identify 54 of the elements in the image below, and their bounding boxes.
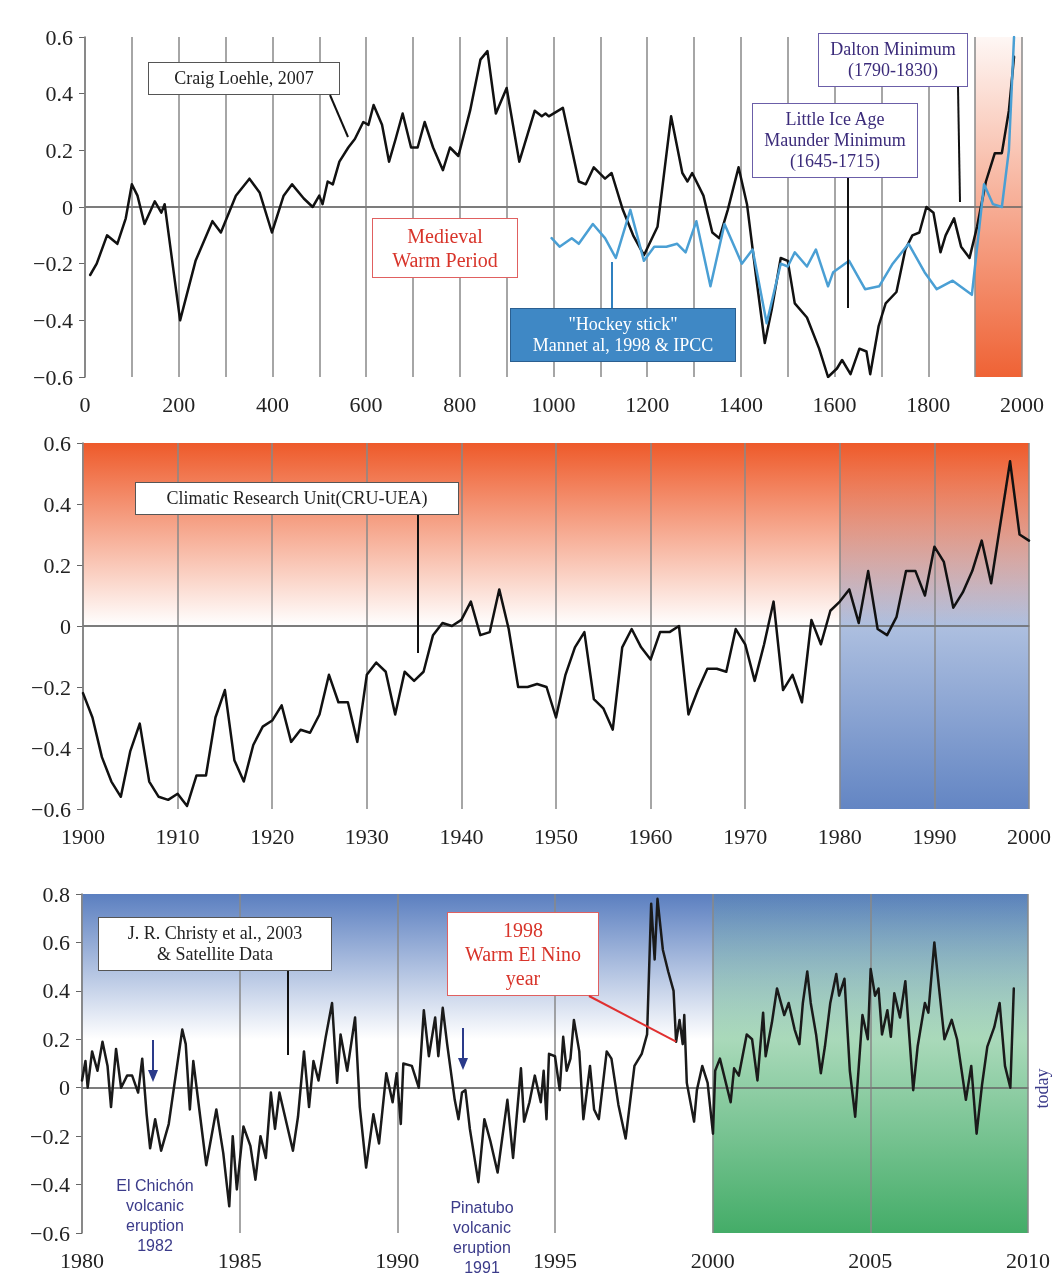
y-tick-label: 0.2 bbox=[45, 137, 73, 163]
x-tick-label: 1980 bbox=[817, 823, 862, 849]
y-tick-label: 0.8 bbox=[42, 881, 70, 907]
y-tick-label: −0.2 bbox=[33, 251, 73, 277]
x-tick-label: 400 bbox=[255, 391, 289, 417]
x-tick-label: 2010 bbox=[1006, 1247, 1050, 1273]
x-tick-label: 200 bbox=[162, 391, 196, 417]
x-tick-label: 1900 bbox=[61, 823, 105, 849]
x-tick-label: 1960 bbox=[628, 823, 673, 849]
x-tick-label: 1940 bbox=[439, 823, 484, 849]
x-tick-label: 1000 bbox=[531, 391, 576, 417]
x-tick-label: 1910 bbox=[155, 823, 200, 849]
y-tick-label: −0.6 bbox=[33, 364, 73, 390]
annotation: Pinatubo volcanic eruption 1991 bbox=[449, 1198, 515, 1278]
y-tick-label: 0.6 bbox=[43, 430, 71, 456]
x-tick-label: 0 bbox=[79, 391, 91, 417]
y-tick-label: 0.2 bbox=[42, 1026, 70, 1052]
y-tick-label: 0.4 bbox=[45, 81, 73, 107]
y-tick-label: 0 bbox=[59, 1075, 70, 1101]
x-tick-label: 1920 bbox=[250, 823, 295, 849]
text: today bbox=[1031, 1067, 1053, 1111]
x-tick-label: 2000 bbox=[690, 1247, 735, 1273]
x-tick-label: 1980 bbox=[60, 1247, 104, 1273]
y-tick-label: −0.4 bbox=[30, 1172, 70, 1198]
y-tick-label: −0.4 bbox=[31, 735, 71, 761]
x-tick-label: 1970 bbox=[723, 823, 768, 849]
y-tick-label: −0.2 bbox=[30, 1123, 70, 1149]
x-tick-label: 1990 bbox=[912, 823, 957, 849]
x-tick-label: 1800 bbox=[906, 391, 951, 417]
y-tick-label: −0.6 bbox=[31, 796, 71, 822]
x-tick-label: 2000 bbox=[1007, 823, 1051, 849]
x-tick-label: 1930 bbox=[344, 823, 389, 849]
y-tick-label: −0.6 bbox=[30, 1220, 70, 1246]
y-tick-label: 0.6 bbox=[45, 24, 73, 50]
x-tick-label: 2000 bbox=[1000, 391, 1044, 417]
x-tick-label: 1400 bbox=[718, 391, 763, 417]
x-tick-label: 1990 bbox=[375, 1247, 420, 1273]
x-tick-label: 1995 bbox=[533, 1247, 577, 1273]
annotation: El Chichón volcanic eruption 1982 bbox=[116, 1177, 194, 1254]
y-tick-label: 0 bbox=[62, 194, 73, 220]
y-tick-label: 0.2 bbox=[43, 552, 71, 578]
x-tick-label: 800 bbox=[443, 391, 477, 417]
y-tick-label: 0.4 bbox=[42, 978, 70, 1004]
x-tick-label: 1950 bbox=[534, 823, 578, 849]
x-tick-label: 600 bbox=[349, 391, 383, 417]
y-tick-label: 0.4 bbox=[43, 491, 71, 517]
y-tick-label: −0.2 bbox=[31, 674, 71, 700]
y-tick-label: 0 bbox=[60, 613, 71, 639]
y-tick-label: 0.6 bbox=[42, 929, 70, 955]
x-tick-label: 1985 bbox=[217, 1247, 262, 1273]
x-tick-label: 1600 bbox=[812, 391, 857, 417]
x-tick-label: 2005 bbox=[848, 1247, 893, 1273]
y-tick-label: −0.4 bbox=[33, 307, 73, 333]
x-tick-label: 1200 bbox=[625, 391, 670, 417]
